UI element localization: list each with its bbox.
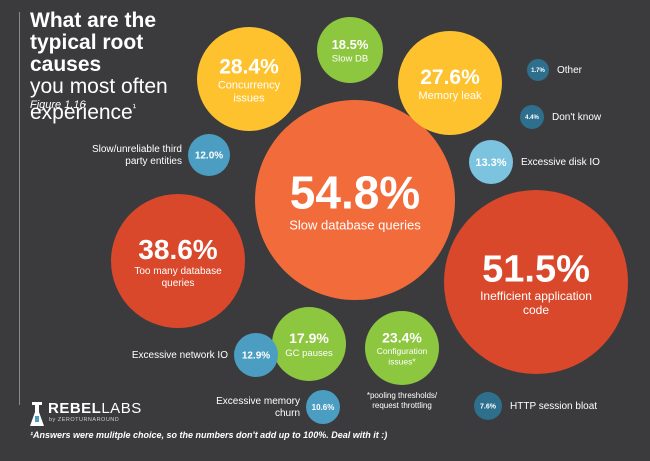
bubble-slow-unreliable-third-party-entities: 12.0% Slow/unreliable third party entities — [92, 134, 230, 176]
rebellabs-logo: REBELLABS by ZEROTURNAROUND — [30, 400, 180, 430]
bubble-slow-db: 18.5%Slow DB — [317, 17, 383, 83]
bubble-label-slow-database-queries: Slow database queries — [289, 218, 421, 233]
bubble-value-http-session-bloat: 7.6% — [480, 403, 497, 410]
bubble-label-don-t-know: Don't know — [552, 112, 602, 123]
bubble-label-memory-leak: Memory leak — [419, 90, 482, 102]
bubble-label-configuration-issues: Configuration issues* — [377, 346, 428, 367]
bubble-concurrency-issues: 28.4%Concurrency issues — [197, 27, 301, 131]
bubble-circle-too-many-database-queries — [111, 194, 245, 328]
bubble-label-excessive-network-io: Excessive network IO — [132, 350, 228, 361]
bubble-value-excessive-memory-churn: 10.6% — [312, 403, 335, 412]
bubble-value-configuration-issues: 23.4% — [382, 329, 422, 345]
bubble-circle-excessive-memory-churn — [306, 390, 340, 424]
bubble-http-session-bloat: 7.6% HTTP session bloat — [474, 392, 597, 420]
logo-subtitle: by ZEROTURNAROUND — [49, 417, 120, 423]
bubble-circle-concurrency-issues — [197, 27, 301, 131]
bubble-slow-database-queries: 54.8%Slow database queries — [255, 100, 455, 300]
bubble-circle-excessive-disk-io — [469, 140, 513, 184]
bubble-circle-memory-leak — [398, 31, 502, 135]
chart-title: What are the typical root causes you mos… — [30, 10, 220, 124]
bubble-label-other: Other — [557, 65, 583, 76]
bubble-label-inefficient-application-code: Inefficient application code — [480, 289, 592, 317]
bubble-label-too-many-database-queries: Too many database queries — [134, 266, 222, 289]
divider-line — [19, 12, 20, 405]
bubble-memory-leak: 27.6%Memory leak — [398, 31, 502, 135]
bubble-label-gc-pauses: GC pauses — [285, 348, 333, 359]
footnote: ¹Answers were mulitple choice, so the nu… — [30, 430, 388, 440]
bubble-label-excessive-disk-io: Excessive disk IO — [521, 157, 600, 168]
bubble-value-gc-pauses: 17.9% — [289, 330, 329, 346]
bubble-label-http-session-bloat: HTTP session bloat — [510, 401, 597, 412]
bubble-excessive-memory-churn: 10.6% Excessive memory churn — [216, 390, 340, 424]
logo-brand: REBELLABS — [48, 400, 142, 417]
chart-title-light: you most often experience¹ — [30, 75, 168, 124]
bubble-circle-excessive-network-io — [234, 333, 278, 377]
bubble-configuration-issues: 23.4%Configuration issues* — [365, 311, 439, 385]
bubble-circle-don-t-know — [520, 105, 544, 129]
bubble-label-slow-db: Slow DB — [332, 53, 368, 64]
bubble-value-slow-database-queries: 54.8% — [290, 167, 420, 219]
bubble-circle-slow-db — [317, 17, 383, 83]
bubble-too-many-database-queries: 38.6%Too many database queries — [111, 194, 245, 328]
bubble-value-excessive-network-io: 12.9% — [242, 351, 270, 362]
bubble-label-excessive-memory-churn: Excessive memory churn — [216, 396, 300, 419]
bubble-value-other: 1.7% — [531, 68, 545, 74]
bubble-circle-configuration-issues — [365, 311, 439, 385]
bubble-label-slow-unreliable-third-party-entities: Slow/unreliable third party entities — [92, 144, 182, 167]
bubble-circle-slow-unreliable-third-party-entities — [188, 134, 230, 176]
bubble-label-concurrency-issues: Concurrency issues — [218, 80, 281, 105]
bubble-excessive-network-io: 12.9% Excessive network IO — [132, 333, 278, 377]
bubble-circle-inefficient-application-code — [444, 190, 628, 374]
bubble-value-slow-unreliable-third-party-entities: 12.0% — [195, 151, 223, 162]
logo-flask-icon — [30, 402, 44, 426]
bubble-value-concurrency-issues: 28.4% — [219, 55, 279, 78]
bubble-gc-pauses: 17.9% GC pauses — [272, 307, 346, 381]
bubble-inefficient-application-code: 51.5%Inefficient application code — [444, 190, 628, 374]
annotation-config-footnote: *pooling thresholds/request throttling — [367, 391, 438, 410]
bubble-value-inefficient-application-code: 51.5% — [482, 248, 590, 290]
figure-label: Figure 1.16 — [30, 99, 86, 111]
bubble-value-memory-leak: 27.6% — [420, 66, 480, 89]
bubble-value-excessive-disk-io: 13.3% — [475, 157, 506, 169]
chart-title-bold: What are the typical root causes — [30, 9, 157, 76]
bubble-value-slow-db: 18.5% — [332, 37, 369, 52]
bubble-circle-slow-database-queries — [255, 100, 455, 300]
bubble-value-don-t-know: 4.4% — [525, 115, 539, 121]
bubble-circle-other — [527, 59, 549, 81]
bubble-circle-http-session-bloat — [474, 392, 502, 420]
bubble-value-too-many-database-queries: 38.6% — [138, 234, 217, 265]
bubble-excessive-disk-io: 13.3% Excessive disk IO — [469, 140, 600, 184]
bubble-don-t-know: 4.4% Don't know — [520, 105, 602, 129]
bubble-circle-gc-pauses — [272, 307, 346, 381]
bubble-other: 1.7% Other — [527, 59, 583, 81]
